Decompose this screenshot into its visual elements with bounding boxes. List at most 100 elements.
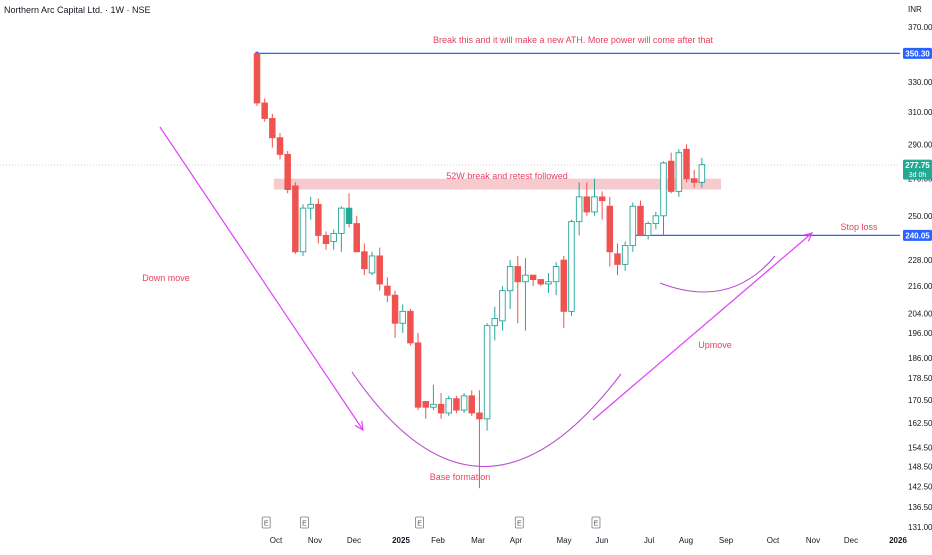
ath-annotation[interactable]: Break this and it will make a new ATH. M… xyxy=(433,35,713,45)
y-tick-label: 186.00 xyxy=(908,354,932,363)
svg-text:3d 0h: 3d 0h xyxy=(909,172,927,179)
candle[interactable] xyxy=(391,290,399,338)
candle[interactable] xyxy=(644,221,652,240)
zone-label[interactable]: 52W break and retest followed xyxy=(446,171,568,181)
handle-curve[interactable] xyxy=(659,255,776,293)
candle[interactable] xyxy=(414,332,422,411)
candle[interactable] xyxy=(361,243,368,276)
x-tick-label: Nov xyxy=(806,536,820,545)
candle[interactable] xyxy=(338,206,345,252)
candle[interactable] xyxy=(299,204,307,256)
candle[interactable] xyxy=(284,151,291,194)
upmove-label[interactable]: Upmove xyxy=(698,340,732,350)
x-tick-label: Nov xyxy=(308,536,322,545)
candle[interactable] xyxy=(345,193,353,228)
candle[interactable] xyxy=(514,255,522,324)
candle[interactable] xyxy=(460,393,468,413)
candle[interactable] xyxy=(660,161,667,236)
candle[interactable] xyxy=(690,169,698,188)
earnings-marker[interactable]: E xyxy=(514,516,524,529)
candle[interactable] xyxy=(269,113,276,148)
candle[interactable] xyxy=(537,279,545,287)
svg-text:E: E xyxy=(302,521,307,528)
y-tick-label: 290.00 xyxy=(908,140,932,149)
candle[interactable] xyxy=(253,52,261,107)
down-move-arrow[interactable] xyxy=(159,126,364,432)
candle[interactable] xyxy=(598,191,606,220)
y-tick-label: 310.00 xyxy=(908,108,932,117)
candle[interactable] xyxy=(430,384,437,411)
upmove-arrow[interactable] xyxy=(592,232,814,421)
candle[interactable] xyxy=(407,309,414,346)
candle[interactable] xyxy=(529,274,537,287)
x-tick-label: Oct xyxy=(767,536,780,545)
candle[interactable] xyxy=(499,286,506,331)
earnings-marker[interactable]: E xyxy=(261,516,271,529)
candle[interactable] xyxy=(637,200,644,236)
candle[interactable] xyxy=(322,231,330,250)
base-formation-label[interactable]: Base formation xyxy=(430,472,491,482)
y-tick-label: 250.00 xyxy=(908,212,932,221)
candle[interactable] xyxy=(621,241,629,271)
candle[interactable] xyxy=(675,149,683,197)
earnings-marker[interactable]: E xyxy=(300,516,309,529)
svg-text:350.30: 350.30 xyxy=(905,49,930,58)
y-tick-label: 136.50 xyxy=(908,503,932,512)
price-label: 350.30 xyxy=(903,47,932,59)
candle[interactable] xyxy=(506,260,514,310)
candle[interactable] xyxy=(368,251,376,276)
candle[interactable] xyxy=(307,196,314,220)
candle[interactable] xyxy=(652,211,660,230)
stop-loss-label[interactable]: Stop loss xyxy=(840,222,878,232)
down-move-label[interactable]: Down move xyxy=(142,273,190,283)
candle[interactable] xyxy=(453,395,460,413)
candle[interactable] xyxy=(353,215,360,253)
lines-layer xyxy=(0,51,900,238)
candle[interactable] xyxy=(399,304,406,333)
x-tick-label: 2025 xyxy=(392,536,410,545)
earnings-marker[interactable]: E xyxy=(591,516,601,529)
candle[interactable] xyxy=(437,393,445,419)
candle[interactable] xyxy=(591,178,598,216)
candle[interactable] xyxy=(552,262,560,296)
candle[interactable] xyxy=(261,98,268,122)
candle[interactable] xyxy=(568,219,575,317)
retest-zone[interactable] xyxy=(273,178,722,190)
candle[interactable] xyxy=(545,272,552,293)
x-tick-label: Mar xyxy=(471,536,485,545)
candle[interactable] xyxy=(583,182,591,216)
candle[interactable] xyxy=(667,152,675,194)
candle[interactable] xyxy=(629,202,637,252)
candle[interactable] xyxy=(422,401,429,419)
y-tick-label: 131.00 xyxy=(908,523,932,532)
candle[interactable] xyxy=(683,144,690,183)
candle[interactable] xyxy=(292,182,299,254)
svg-text:E: E xyxy=(594,521,599,528)
candles-layer xyxy=(253,52,706,489)
candle[interactable] xyxy=(330,229,337,250)
x-tick-label: Apr xyxy=(510,536,523,545)
candle[interactable] xyxy=(614,243,621,276)
candle[interactable] xyxy=(476,390,483,489)
svg-text:E: E xyxy=(264,521,269,528)
candle[interactable] xyxy=(522,258,529,331)
candle[interactable] xyxy=(376,247,383,291)
x-tick-label: Jul xyxy=(644,536,654,545)
candle[interactable] xyxy=(483,323,491,431)
earnings-marker[interactable]: E xyxy=(415,516,424,529)
base-formation-curve[interactable] xyxy=(351,371,622,468)
candle[interactable] xyxy=(468,390,476,416)
candle[interactable] xyxy=(575,182,583,236)
annotations-layer: Break this and it will make a new ATH. M… xyxy=(142,35,878,482)
candle[interactable] xyxy=(384,277,391,303)
candle[interactable] xyxy=(491,306,499,341)
candle[interactable] xyxy=(698,157,706,188)
y-tick-label: 178.50 xyxy=(908,374,932,383)
candle[interactable] xyxy=(606,196,614,267)
candle[interactable] xyxy=(315,198,322,244)
candle[interactable] xyxy=(560,255,568,329)
candle[interactable] xyxy=(445,395,453,416)
candle[interactable] xyxy=(276,132,284,160)
